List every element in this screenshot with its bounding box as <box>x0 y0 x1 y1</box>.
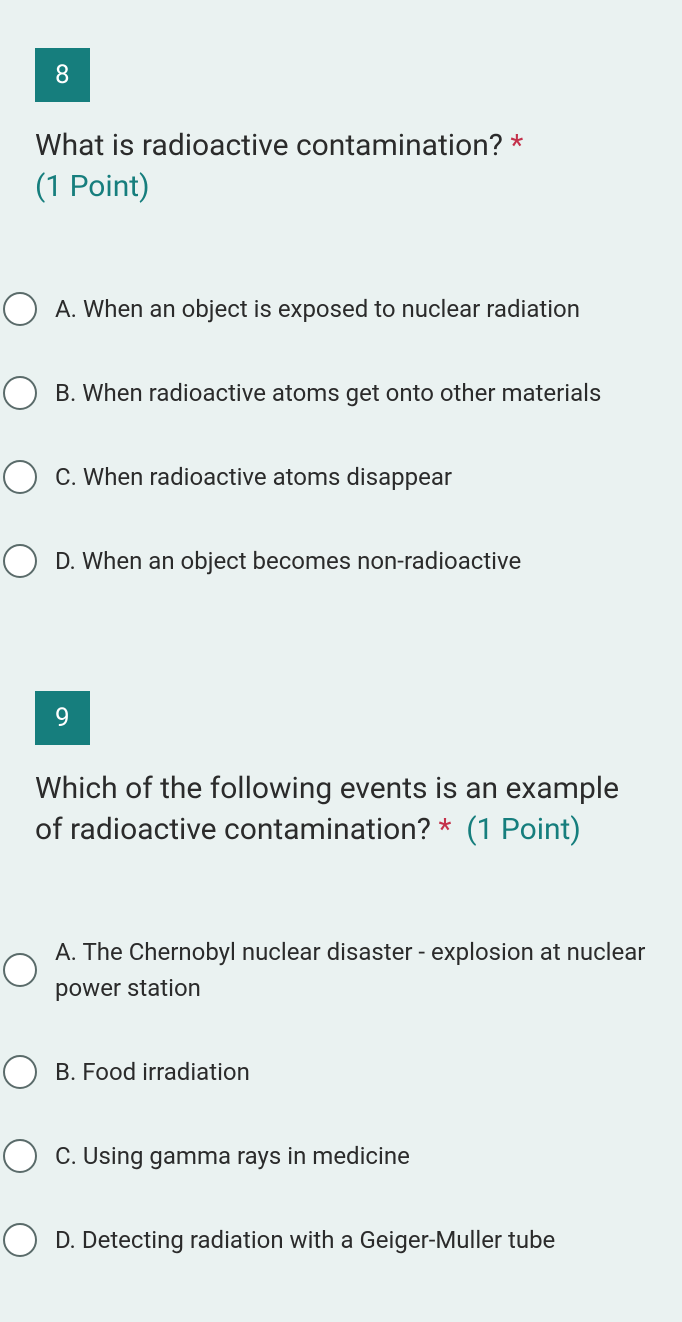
radio-button[interactable] <box>3 544 37 578</box>
options-group: A. The Chernobyl nuclear disaster - expl… <box>35 910 647 1282</box>
option-row[interactable]: B. Food irradiation <box>3 1030 647 1114</box>
question-points: (1 Point) <box>35 169 150 204</box>
options-group: A. When an object is exposed to nuclear … <box>35 267 647 603</box>
option-label: B. When radioactive atoms get onto other… <box>55 375 601 411</box>
option-row[interactable]: C. When radioactive atoms disappear <box>3 435 647 519</box>
option-label: D. Detecting radiation with a Geiger-Mul… <box>55 1222 555 1258</box>
radio-button[interactable] <box>3 460 37 494</box>
radio-button[interactable] <box>3 376 37 410</box>
question-text: What is radioactive contamination? * (1 … <box>35 126 647 207</box>
option-row[interactable]: C. Using gamma rays in medicine <box>3 1114 647 1198</box>
question-points: (1 Point) <box>459 812 581 847</box>
option-row[interactable]: D. When an object becomes non-radioactiv… <box>3 519 647 603</box>
question-text: Which of the following events is an exam… <box>35 769 647 850</box>
required-indicator: * <box>510 128 523 163</box>
option-label: C. When radioactive atoms disappear <box>55 459 452 495</box>
question-number-badge: 9 <box>35 691 90 745</box>
question-block-9: 9 Which of the following events is an ex… <box>0 643 682 1322</box>
option-label: A. When an object is exposed to nuclear … <box>55 291 580 327</box>
question-number-badge: 8 <box>35 48 90 102</box>
option-label: C. Using gamma rays in medicine <box>55 1138 410 1174</box>
question-prompt: What is radioactive contamination? <box>35 128 503 163</box>
radio-button[interactable] <box>3 292 37 326</box>
radio-button[interactable] <box>3 1139 37 1173</box>
option-label: A. The Chernobyl nuclear disaster - expl… <box>55 934 647 1006</box>
option-label: D. When an object becomes non-radioactiv… <box>55 543 521 579</box>
option-row[interactable]: B. When radioactive atoms get onto other… <box>3 351 647 435</box>
option-row[interactable]: A. The Chernobyl nuclear disaster - expl… <box>3 910 647 1030</box>
radio-button[interactable] <box>3 1223 37 1257</box>
option-row[interactable]: D. Detecting radiation with a Geiger-Mul… <box>3 1198 647 1282</box>
radio-button[interactable] <box>3 1055 37 1089</box>
required-indicator: * <box>438 812 451 847</box>
option-row[interactable]: A. When an object is exposed to nuclear … <box>3 267 647 351</box>
question-block-8: 8 What is radioactive contamination? * (… <box>0 0 682 643</box>
radio-button[interactable] <box>3 953 37 987</box>
option-label: B. Food irradiation <box>55 1054 250 1090</box>
